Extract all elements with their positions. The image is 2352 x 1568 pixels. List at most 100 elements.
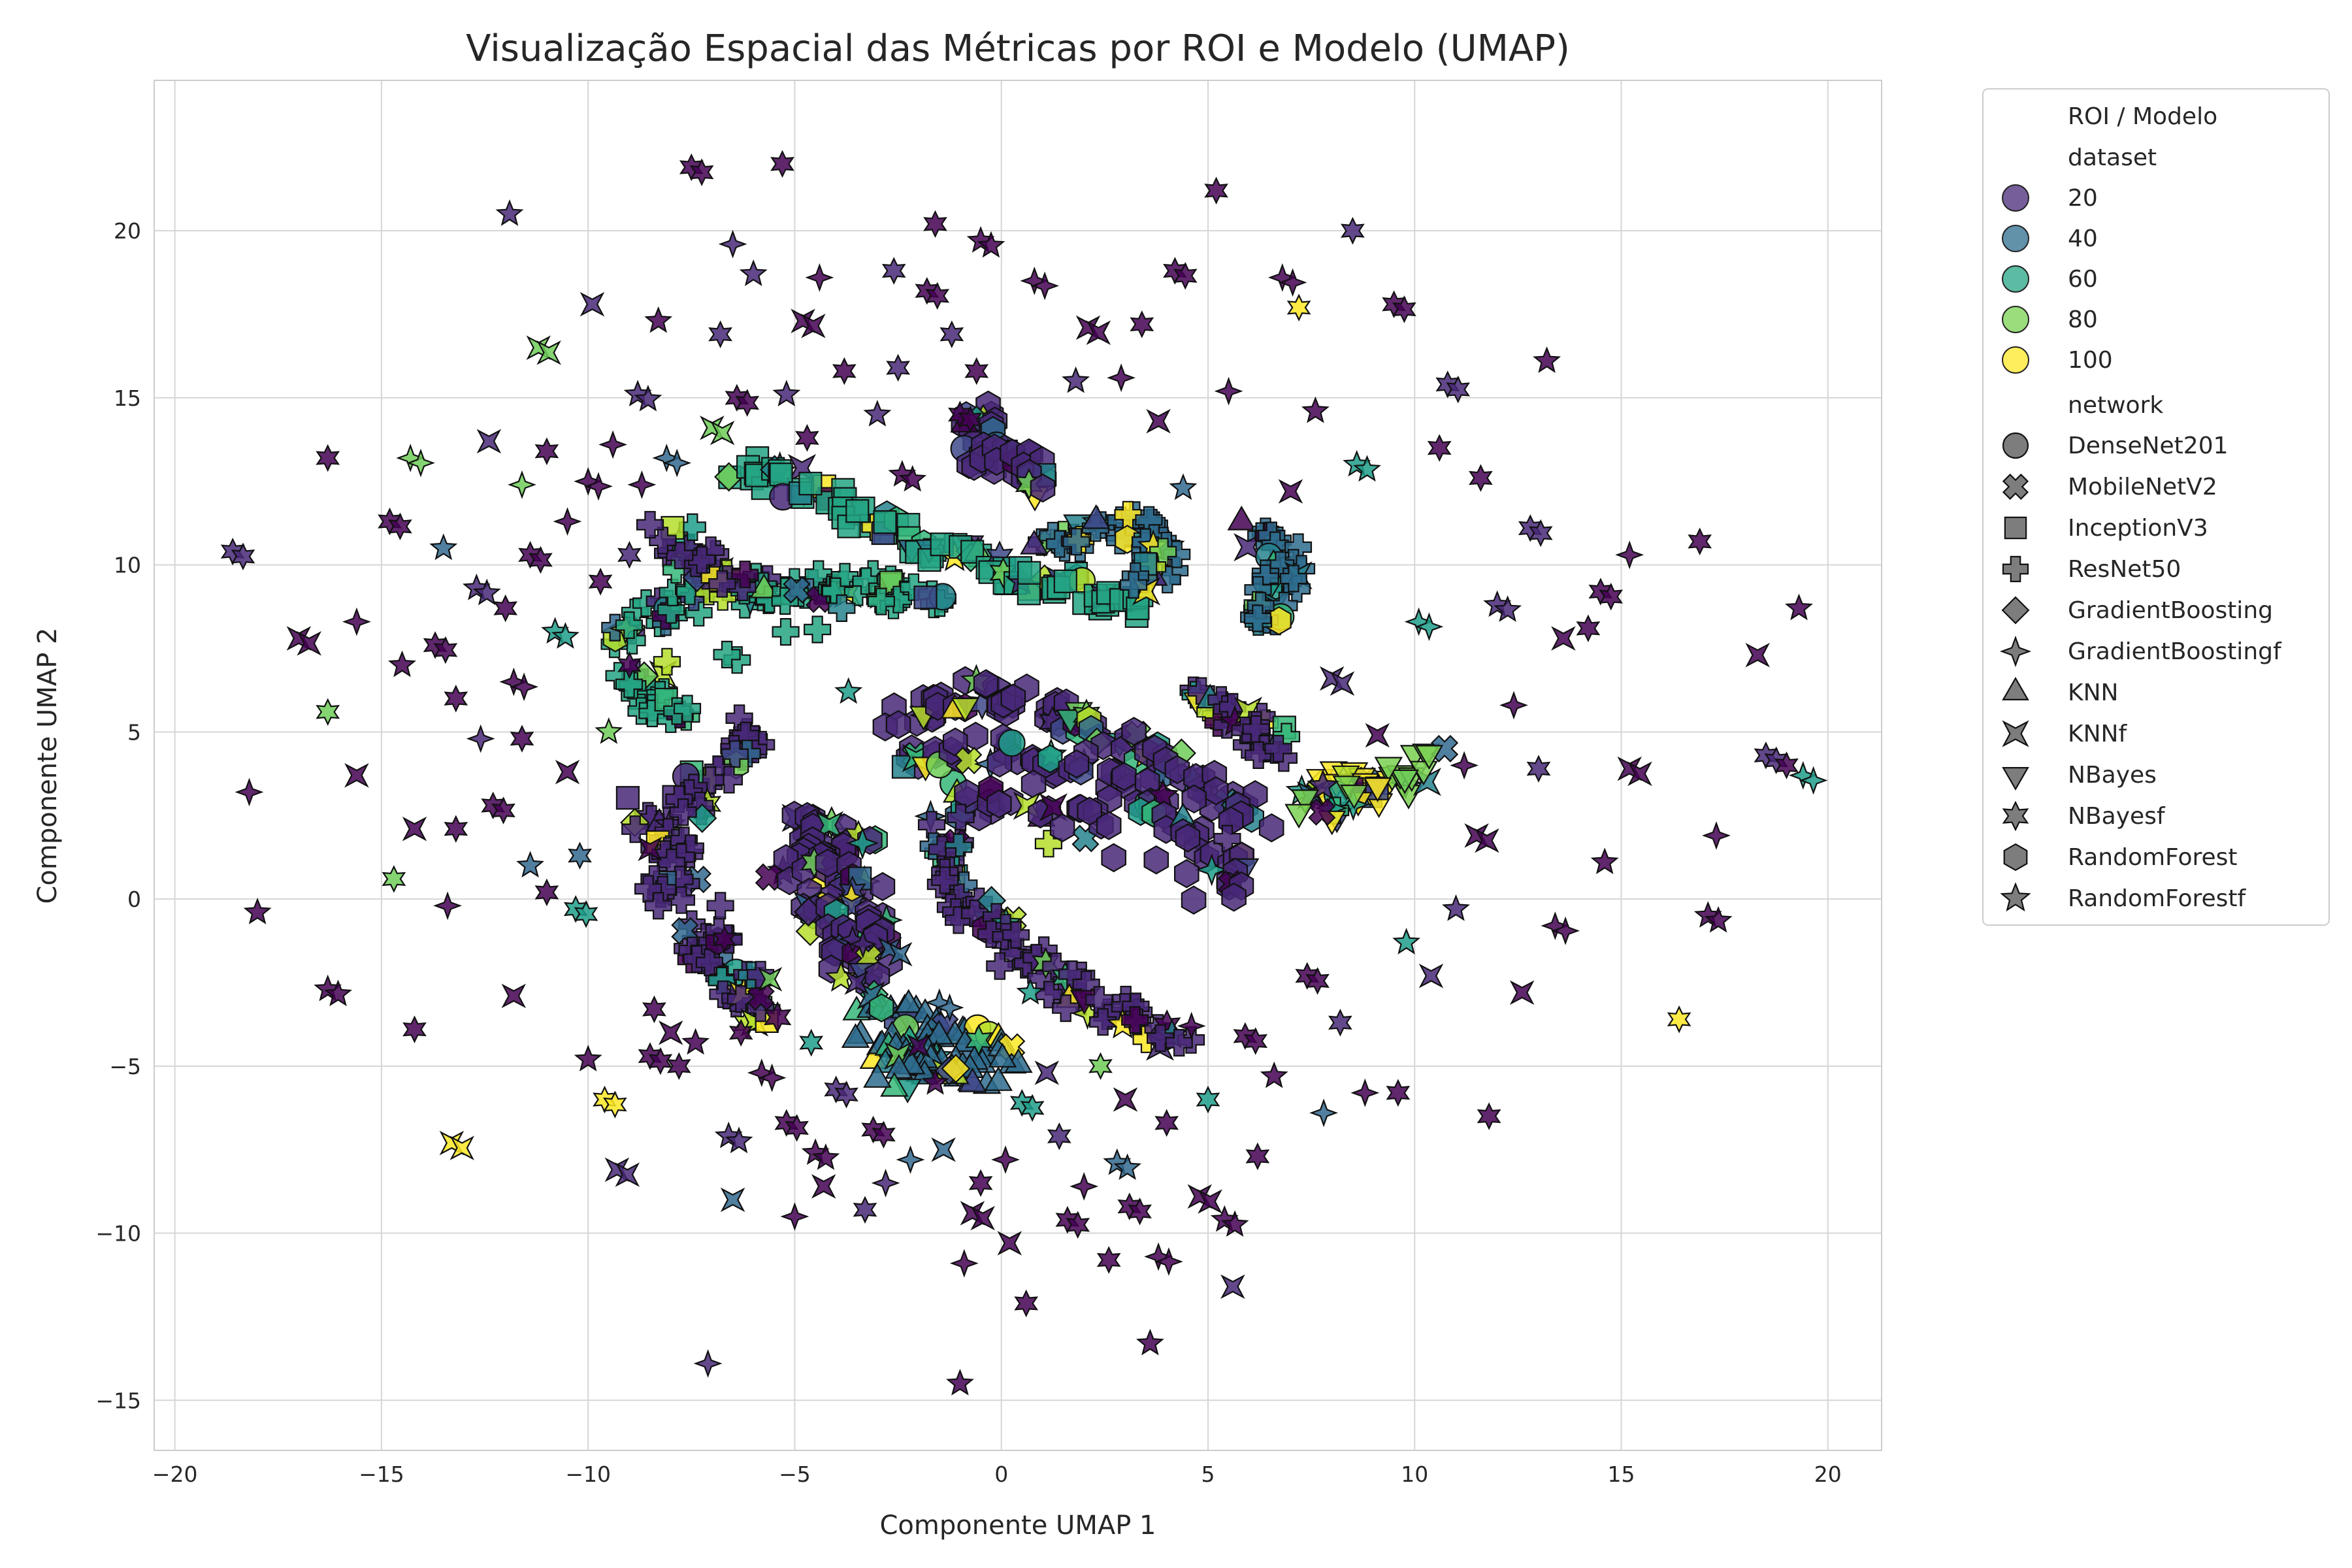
data-point	[402, 1015, 427, 1043]
data-point	[881, 257, 906, 285]
data-point	[627, 470, 657, 499]
data-point	[1330, 671, 1355, 696]
data-point	[685, 598, 713, 627]
data-point	[1017, 561, 1041, 585]
data-point	[863, 1063, 892, 1088]
y-axis-label: Componente UMAP 2	[33, 628, 63, 904]
data-point	[871, 1168, 900, 1198]
data-point	[1096, 1246, 1121, 1274]
data-point	[1030, 473, 1056, 503]
data-point	[1339, 784, 1369, 809]
data-point	[638, 836, 662, 862]
data-point	[867, 587, 895, 615]
data-point	[935, 993, 964, 1022]
data-point	[783, 576, 811, 604]
data-point	[772, 380, 801, 407]
data-point	[1243, 1027, 1268, 1055]
data-point	[811, 1174, 836, 1199]
data-point	[763, 1001, 792, 1034]
data-point	[1450, 751, 1479, 780]
data-point	[1702, 821, 1731, 850]
data-point	[923, 210, 947, 238]
data-point	[324, 979, 352, 1007]
data-point	[615, 670, 644, 698]
legend-network-marker	[2000, 882, 2031, 912]
data-point	[1551, 626, 1576, 651]
data-point	[396, 444, 425, 472]
data-point	[231, 542, 255, 571]
data-point	[316, 698, 340, 726]
data-point	[1062, 366, 1090, 393]
data-point	[1021, 769, 1047, 799]
data-point	[1599, 582, 1624, 611]
legend-network-marker	[2003, 843, 2028, 872]
x-tick-label: 10	[1401, 1462, 1428, 1487]
data-point	[799, 1028, 824, 1057]
data-point	[693, 1349, 723, 1378]
data-point	[1220, 1274, 1245, 1299]
data-point	[886, 353, 910, 382]
legend-network-label: NBayes	[2068, 762, 2157, 789]
data-point	[634, 384, 662, 412]
data-point	[1245, 1142, 1270, 1171]
legend-dataset-swatch	[2002, 265, 2029, 293]
data-point	[669, 798, 697, 826]
data-point	[1169, 473, 1198, 500]
legend-dataset-swatch	[2002, 346, 2029, 374]
data-point	[501, 983, 527, 1009]
data-point	[1096, 811, 1122, 840]
data-point	[433, 636, 458, 664]
plot-border	[154, 80, 1882, 1451]
data-point	[1284, 804, 1313, 829]
data-point	[885, 1054, 913, 1079]
data-point	[1047, 1122, 1071, 1151]
data-point	[973, 669, 999, 698]
data-point	[644, 306, 673, 333]
data-point	[1002, 921, 1030, 949]
data-point	[1049, 813, 1075, 843]
data-point	[1126, 596, 1150, 621]
data-point	[1111, 762, 1137, 791]
legend-network-marker	[2002, 800, 2029, 832]
data-point	[1121, 1005, 1149, 1034]
data-point	[931, 1137, 956, 1162]
data-point	[1307, 769, 1339, 800]
data-point	[1350, 1078, 1380, 1107]
data-point	[772, 617, 800, 646]
data-point	[243, 898, 272, 924]
data-point	[534, 437, 559, 465]
data-point	[844, 970, 870, 995]
legend-dataset-label: 20	[2068, 185, 2098, 212]
data-point	[1475, 828, 1499, 853]
data-point	[998, 729, 1026, 757]
data-point	[1688, 527, 1712, 556]
data-point	[986, 952, 1014, 980]
data-point	[917, 547, 941, 572]
data-point	[887, 941, 913, 967]
data-point	[666, 1052, 691, 1081]
data-point	[602, 1090, 627, 1119]
legend-box	[1982, 88, 2330, 926]
data-point	[721, 740, 749, 768]
legend-network-marker	[2002, 677, 2029, 700]
data-point	[1365, 723, 1390, 748]
data-point	[1221, 882, 1247, 912]
data-point	[536, 340, 561, 365]
data-point	[662, 448, 692, 478]
data-point	[1198, 1189, 1222, 1214]
data-point	[642, 995, 666, 1024]
data-point	[1414, 612, 1444, 642]
legend-network-marker	[2002, 555, 2029, 583]
data-point	[1203, 776, 1229, 806]
data-point	[658, 1020, 683, 1045]
data-point	[1066, 1211, 1090, 1239]
data-point	[1128, 1198, 1152, 1226]
data-point	[1469, 464, 1493, 492]
data-point	[673, 694, 702, 723]
legend-network-label: DenseNet201	[2068, 433, 2229, 459]
data-point	[913, 585, 938, 610]
data-point	[344, 763, 369, 788]
data-point	[1144, 1242, 1173, 1271]
data-point	[491, 796, 515, 825]
data-point	[1615, 540, 1644, 570]
